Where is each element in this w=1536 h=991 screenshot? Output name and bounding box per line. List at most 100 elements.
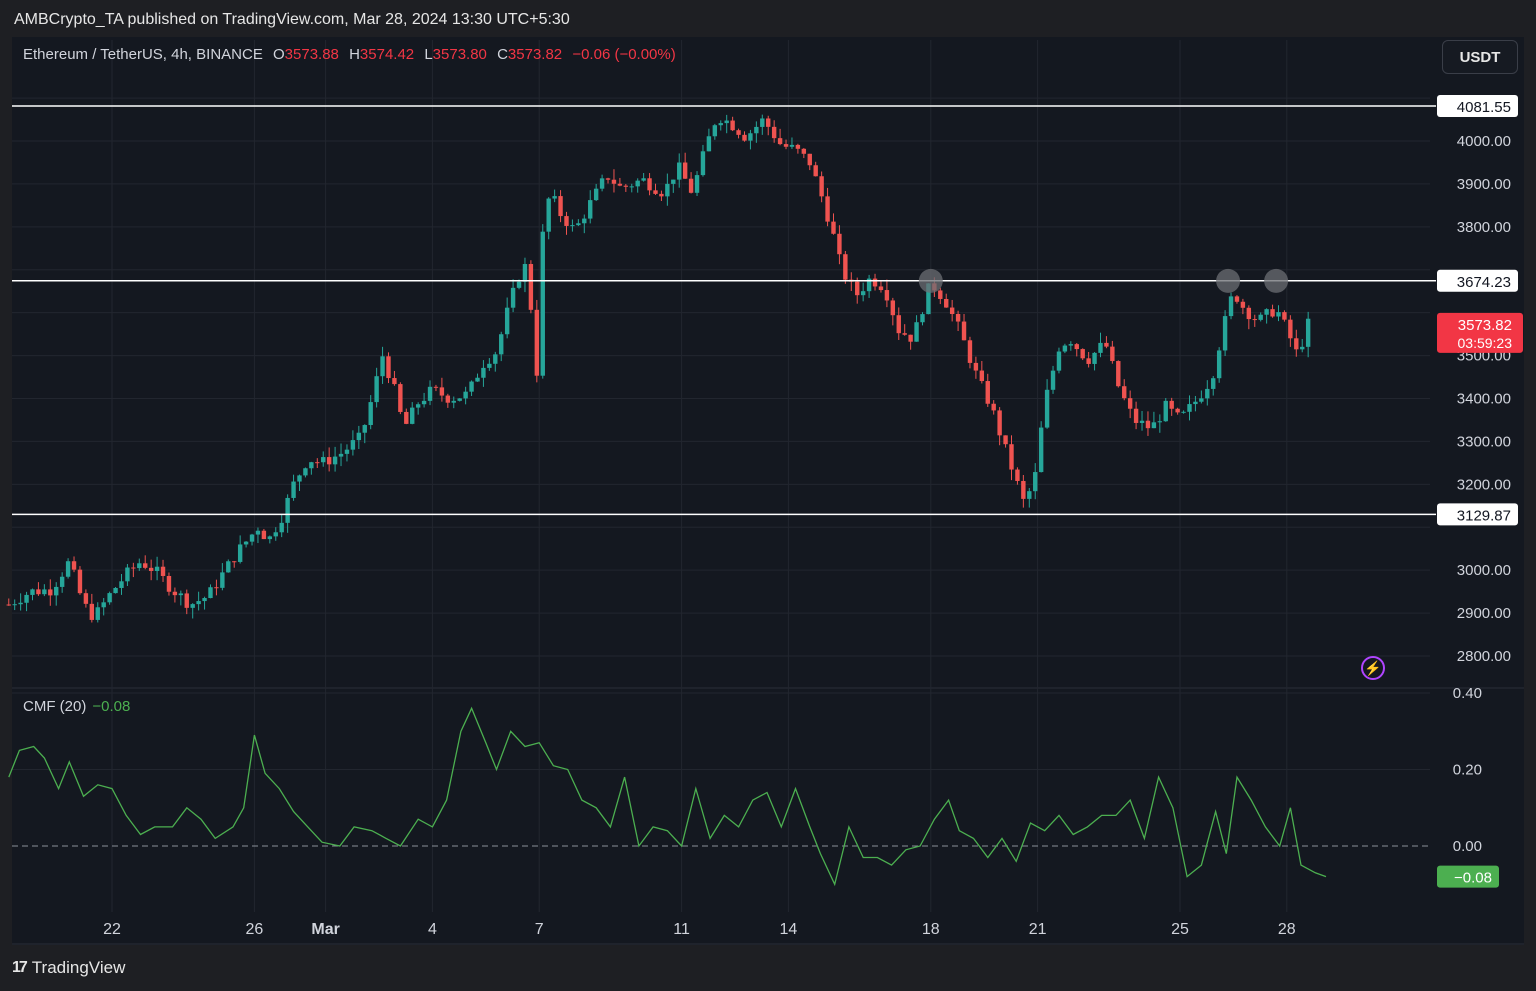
candle[interactable]: [392, 378, 397, 385]
candle[interactable]: [1133, 408, 1139, 423]
candle[interactable]: [6, 604, 11, 606]
candle[interactable]: [700, 151, 706, 176]
candle[interactable]: [540, 231, 545, 376]
candle[interactable]: [356, 432, 362, 441]
candle[interactable]: [1288, 319, 1293, 339]
candle[interactable]: [214, 587, 219, 589]
candle[interactable]: [386, 356, 391, 379]
candle[interactable]: [65, 561, 71, 577]
candle[interactable]: [297, 475, 302, 482]
candle[interactable]: [1258, 314, 1263, 320]
candle[interactable]: [991, 403, 996, 411]
candle[interactable]: [1228, 296, 1234, 317]
candle[interactable]: [1021, 480, 1026, 499]
candle[interactable]: [1187, 404, 1192, 412]
candle[interactable]: [475, 377, 480, 382]
candle[interactable]: [232, 561, 237, 563]
candle[interactable]: [730, 120, 735, 131]
candle[interactable]: [831, 221, 836, 234]
candle[interactable]: [1300, 346, 1305, 350]
candle[interactable]: [267, 536, 273, 540]
candle[interactable]: [1222, 316, 1228, 351]
candle[interactable]: [872, 278, 878, 287]
candle[interactable]: [1080, 349, 1085, 359]
candle[interactable]: [706, 136, 712, 152]
candle[interactable]: [777, 138, 783, 145]
candle[interactable]: [326, 457, 332, 465]
candle[interactable]: [1282, 312, 1287, 320]
candle[interactable]: [309, 462, 314, 469]
candle[interactable]: [605, 178, 611, 180]
candle[interactable]: [338, 453, 344, 457]
candle[interactable]: [878, 286, 884, 291]
candle[interactable]: [321, 457, 326, 463]
candle[interactable]: [83, 593, 89, 604]
candle[interactable]: [481, 367, 486, 378]
candle[interactable]: [148, 567, 154, 571]
candle[interactable]: [534, 309, 540, 376]
tradingview-footer[interactable]: 17 TradingView: [12, 958, 125, 978]
candle[interactable]: [12, 604, 17, 606]
candle[interactable]: [504, 307, 510, 335]
candle[interactable]: [380, 356, 385, 377]
candle[interactable]: [226, 561, 231, 573]
currency-button[interactable]: USDT: [1442, 40, 1518, 74]
candle[interactable]: [451, 400, 456, 403]
candle[interactable]: [801, 148, 807, 154]
candle[interactable]: [742, 134, 747, 141]
candle[interactable]: [1127, 398, 1133, 409]
candle[interactable]: [1234, 296, 1240, 302]
candle[interactable]: [1305, 318, 1311, 347]
candle[interactable]: [635, 180, 640, 187]
candle[interactable]: [1205, 388, 1210, 399]
lightning-icon[interactable]: ⚡: [1361, 656, 1385, 680]
candle[interactable]: [71, 561, 77, 570]
candle[interactable]: [1151, 422, 1157, 429]
candle[interactable]: [178, 593, 184, 596]
candle[interactable]: [1009, 444, 1014, 470]
candle[interactable]: [54, 586, 59, 596]
candle[interactable]: [439, 387, 445, 396]
candle[interactable]: [487, 363, 492, 368]
candle[interactable]: [908, 334, 913, 342]
candle[interactable]: [582, 218, 587, 224]
candle[interactable]: [374, 376, 379, 403]
candle[interactable]: [89, 603, 95, 620]
candle[interactable]: [866, 278, 872, 292]
candle[interactable]: [599, 178, 605, 189]
candle[interactable]: [1044, 389, 1050, 428]
candle[interactable]: [125, 567, 130, 582]
candle[interactable]: [1163, 400, 1168, 422]
candle[interactable]: [493, 354, 498, 364]
candle[interactable]: [1086, 358, 1091, 364]
cmf-label[interactable]: CMF (20): [23, 698, 87, 715]
candle[interactable]: [249, 534, 255, 542]
candle[interactable]: [261, 530, 267, 540]
candle[interactable]: [647, 178, 652, 191]
candle[interactable]: [1270, 309, 1275, 317]
candle[interactable]: [979, 370, 985, 382]
candle[interactable]: [463, 391, 468, 399]
candle[interactable]: [617, 183, 623, 186]
candle[interactable]: [771, 126, 777, 139]
candle[interactable]: [949, 307, 955, 314]
candle[interactable]: [955, 313, 961, 322]
cmf-line[interactable]: [8, 706, 1327, 887]
candle[interactable]: [653, 190, 658, 194]
candle[interactable]: [196, 601, 201, 605]
candle[interactable]: [860, 291, 866, 296]
candle[interactable]: [1246, 307, 1252, 320]
candle[interactable]: [694, 175, 700, 193]
candle[interactable]: [469, 381, 474, 392]
candle[interactable]: [736, 130, 741, 135]
candle[interactable]: [1216, 350, 1222, 379]
candle[interactable]: [457, 398, 462, 401]
candle[interactable]: [1104, 342, 1109, 347]
candle[interactable]: [291, 481, 296, 498]
candle[interactable]: [1074, 344, 1079, 350]
candle[interactable]: [303, 468, 308, 476]
candle[interactable]: [926, 283, 931, 315]
candle[interactable]: [1157, 421, 1163, 423]
candle[interactable]: [1199, 398, 1204, 402]
candle[interactable]: [825, 196, 830, 222]
